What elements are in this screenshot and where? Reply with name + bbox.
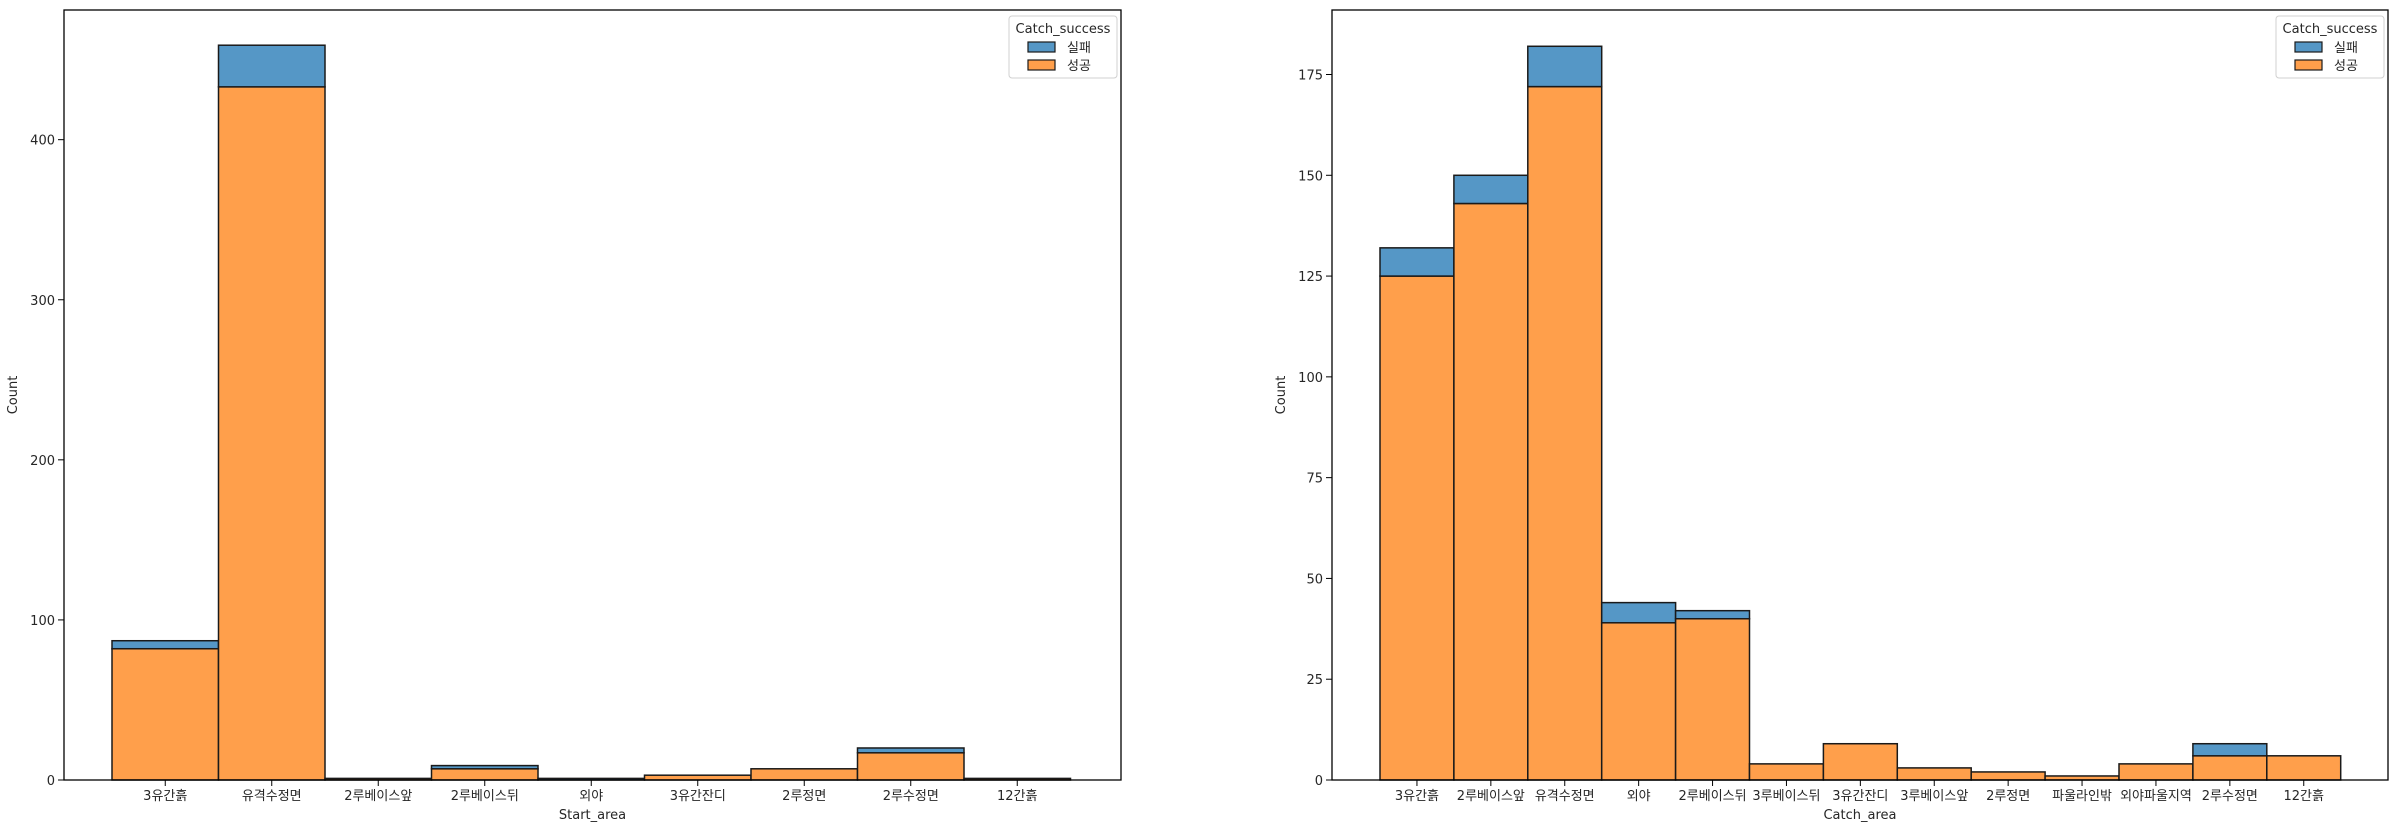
bar-fail <box>430 764 539 770</box>
y-tick-label: 300 <box>30 294 55 309</box>
chart-panel-2: 0 25 50 75 100 125 150 175 3유간흙 2루베이스앞 유격수정면 외야 2루베이… <box>1274 9 2389 823</box>
x-tick-label: 유격수정면 <box>242 789 302 804</box>
legend-entry-label: 성공 <box>2334 59 2358 74</box>
bar-success <box>1822 742 1899 781</box>
legend-swatch-success <box>2294 59 2323 71</box>
bar-fail <box>2192 742 2268 757</box>
legend-title: Catch_success <box>2283 22 2378 37</box>
y-tick-label: 150 <box>1298 169 1323 184</box>
x-tick-label: 3루베이스앞 <box>1900 789 1968 804</box>
legend-entry-label: 성공 <box>1067 59 1091 74</box>
bar-fail <box>856 747 965 754</box>
bar-fail <box>1674 609 1751 620</box>
bar-fail <box>1453 174 1529 205</box>
x-tick-label: 3유간흙 <box>143 789 187 804</box>
y-tick-label: 100 <box>1298 371 1323 386</box>
bar-success <box>1674 617 1751 781</box>
x-tick-label: 외야 <box>1627 789 1651 804</box>
x-tick-label: 3루베이스뒤 <box>1752 789 1820 804</box>
axes-frame <box>63 9 1122 781</box>
bar-success <box>111 647 220 781</box>
x-tick-label: 2루베이스앞 <box>344 789 412 804</box>
y-axis-label: Count <box>1274 376 1289 415</box>
bar-success <box>1896 767 1972 781</box>
bar-success <box>1748 763 1825 781</box>
y-tick-label: 175 <box>1298 69 1323 84</box>
x-tick-label: 3유간잔디 <box>670 789 726 804</box>
bars-group <box>111 44 1072 781</box>
x-tick-label: 2루수정면 <box>2202 789 2258 804</box>
y-tick-label: 75 <box>1306 472 1323 487</box>
y-tick-label: 50 <box>1306 572 1323 587</box>
legend-entry-label: 실패 <box>2334 41 2358 56</box>
legend-swatch-fail <box>2294 41 2323 53</box>
y-tick-label: 200 <box>30 454 55 469</box>
legend-title: Catch_success <box>1016 22 1111 37</box>
bar-success <box>1379 275 1455 781</box>
y-tick-label: 400 <box>30 134 55 149</box>
y-axis-label: Count <box>6 376 21 415</box>
x-tick-label: 12간흙 <box>997 789 1038 804</box>
y-tick-label: 0 <box>1315 774 1323 789</box>
x-tick-label: 12간흙 <box>2284 789 2325 804</box>
bar-success <box>2192 755 2268 781</box>
bar-success <box>1970 771 2046 781</box>
bar-success <box>1527 85 1603 781</box>
bar-success <box>217 86 326 781</box>
x-axis-label: Catch_area <box>1823 808 1896 823</box>
bar-success <box>750 768 859 781</box>
x-tick-label: 2루정면 <box>1986 789 2030 804</box>
x-tick-label: 2루베이스뒤 <box>451 789 519 804</box>
y-tick-label: 0 <box>47 774 55 789</box>
bar-fail <box>111 639 220 650</box>
y-tick-label: 25 <box>1306 673 1323 688</box>
bar-success <box>1600 622 1677 781</box>
bars-group <box>1379 45 2342 781</box>
y-tick-label: 100 <box>30 614 55 629</box>
bar-success <box>856 752 965 781</box>
bar-success <box>2118 763 2194 781</box>
bar-fail <box>217 44 326 88</box>
bar-fail <box>1527 45 1603 88</box>
bar-success <box>643 774 752 781</box>
x-tick-label: 2루베이스뒤 <box>1679 789 1747 804</box>
x-tick-label: 외야파울지역 <box>2120 789 2192 804</box>
legend-entry-label: 실패 <box>1067 41 1091 56</box>
x-tick-label: 파울라인밖 <box>2052 789 2112 804</box>
bar-fail <box>1600 601 1677 624</box>
bar-fail <box>1379 247 1455 277</box>
x-axis-label: Start_area <box>559 808 626 823</box>
x-tick-label: 외야 <box>579 789 603 804</box>
x-tick-label: 3유간흙 <box>1395 789 1439 804</box>
legend-swatch-success <box>1027 59 1056 71</box>
y-tick-label: 125 <box>1298 270 1323 285</box>
bar-success <box>2266 755 2342 781</box>
bar-success <box>430 768 539 781</box>
legend-swatch-fail <box>1027 41 1056 53</box>
bar-success <box>1453 202 1529 781</box>
chart-panel-1: 0 100 200 300 400 3유간흙 유격수정면 2루베이스앞 2루베이스뒤 외야 3유간잔… <box>6 9 1122 823</box>
x-tick-label: 유격수정면 <box>1535 789 1595 804</box>
x-tick-label: 3유간잔디 <box>1832 789 1888 804</box>
x-tick-label: 2루정면 <box>782 789 826 804</box>
x-tick-label: 2루수정면 <box>883 789 939 804</box>
x-tick-label: 2루베이스앞 <box>1457 789 1525 804</box>
